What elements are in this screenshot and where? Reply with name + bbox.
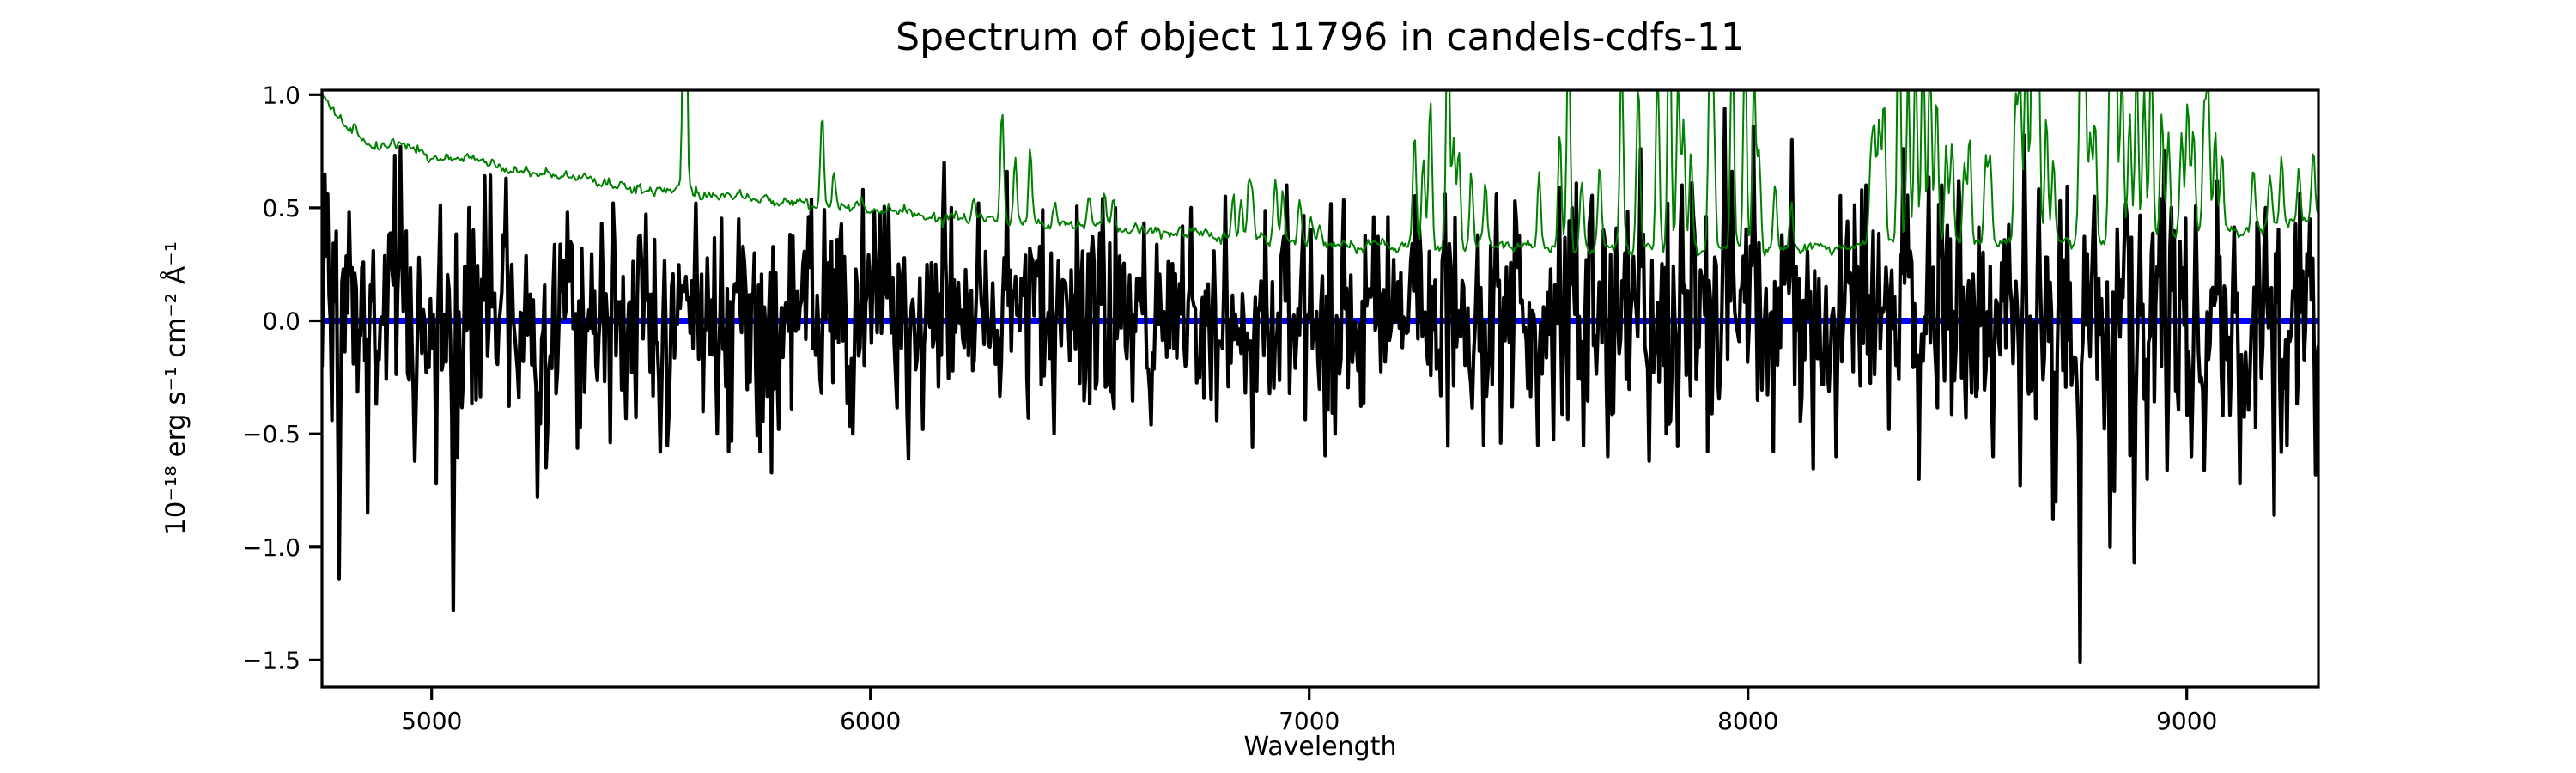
x-tick-label: 9000: [2156, 707, 2217, 735]
x-tick-label: 7000: [1279, 707, 1340, 735]
y-tick-label: 1.0: [262, 81, 301, 109]
plot-area: [322, 90, 2318, 665]
flux-series-line: [322, 107, 2318, 665]
x-axis-label: Wavelength: [1243, 732, 1397, 762]
y-tick-label: −0.5: [242, 420, 301, 448]
chart-title: Spectrum of object 11796 in candels-cdfs…: [896, 15, 1745, 59]
sky-noise-series-line: [322, 90, 2318, 257]
y-tick-label: −1.0: [242, 533, 301, 562]
y-tick-label: 0.0: [262, 307, 301, 336]
y-tick-label: −1.5: [242, 646, 301, 674]
y-axis-label-text: 10⁻¹⁸ erg s⁻¹ cm⁻² Å⁻¹: [161, 241, 191, 535]
y-tick-label: 0.5: [262, 194, 301, 222]
x-tick-label: 6000: [840, 707, 901, 735]
axes-spines: [320, 88, 2320, 689]
x-tick-label: 8000: [1717, 707, 1778, 735]
x-tick-label: 5000: [401, 707, 462, 735]
